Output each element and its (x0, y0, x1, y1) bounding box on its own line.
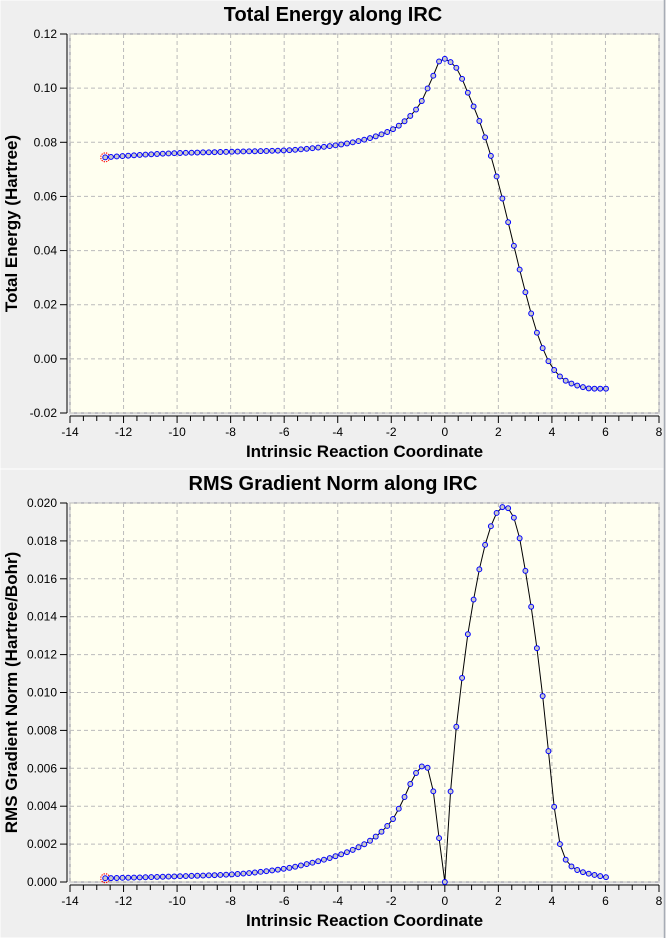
svg-text:8: 8 (656, 894, 663, 908)
svg-text:Intrinsic Reaction Coordinate: Intrinsic Reaction Coordinate (246, 442, 483, 461)
svg-text:-0.02: -0.02 (30, 406, 58, 420)
svg-text:-6: -6 (279, 894, 290, 908)
svg-text:0.02: 0.02 (34, 298, 58, 312)
svg-text:6: 6 (602, 425, 609, 439)
svg-text:0.12: 0.12 (34, 27, 58, 41)
svg-text:-2: -2 (386, 425, 397, 439)
svg-text:2: 2 (495, 894, 502, 908)
svg-text:Total Energy (Hartree): Total Energy (Hartree) (2, 135, 21, 312)
svg-text:-8: -8 (225, 894, 236, 908)
svg-text:4: 4 (549, 894, 556, 908)
svg-text:2: 2 (495, 425, 502, 439)
svg-text:0.10: 0.10 (34, 81, 58, 95)
svg-text:0.008: 0.008 (27, 723, 57, 737)
svg-text:0: 0 (441, 425, 448, 439)
svg-text:-6: -6 (279, 425, 290, 439)
svg-text:0.016: 0.016 (27, 572, 57, 586)
svg-text:0.002: 0.002 (27, 837, 57, 851)
svg-text:0.06: 0.06 (34, 189, 58, 203)
svg-text:Total Energy along IRC: Total Energy along IRC (224, 4, 443, 26)
svg-text:-14: -14 (61, 894, 79, 908)
svg-text:0.006: 0.006 (27, 761, 57, 775)
svg-text:-14: -14 (61, 425, 79, 439)
svg-text:0.004: 0.004 (27, 799, 57, 813)
svg-text:8: 8 (656, 425, 663, 439)
svg-text:4: 4 (549, 425, 556, 439)
svg-text:0.012: 0.012 (27, 648, 57, 662)
svg-text:RMS Gradient Norm along IRC: RMS Gradient Norm along IRC (189, 473, 478, 495)
svg-text:-2: -2 (386, 894, 397, 908)
svg-text:0.08: 0.08 (34, 135, 58, 149)
svg-text:0.014: 0.014 (27, 610, 57, 624)
svg-text:0.018: 0.018 (27, 534, 57, 548)
svg-text:0.00: 0.00 (34, 352, 58, 366)
svg-text:RMS Gradient Norm (Hartree/Boh: RMS Gradient Norm (Hartree/Bohr) (2, 552, 21, 833)
svg-text:6: 6 (602, 894, 609, 908)
svg-text:0.04: 0.04 (34, 244, 58, 258)
svg-text:0.010: 0.010 (27, 686, 57, 700)
svg-text:-4: -4 (332, 894, 343, 908)
svg-text:0.000: 0.000 (27, 875, 57, 889)
svg-text:-4: -4 (332, 425, 343, 439)
svg-text:0.020: 0.020 (27, 496, 57, 510)
svg-text:Intrinsic Reaction Coordinate: Intrinsic Reaction Coordinate (246, 911, 483, 930)
svg-text:-10: -10 (168, 894, 186, 908)
svg-text:-8: -8 (225, 425, 236, 439)
svg-text:-12: -12 (115, 894, 133, 908)
svg-text:0: 0 (441, 894, 448, 908)
svg-text:-12: -12 (115, 425, 133, 439)
svg-text:-10: -10 (168, 425, 186, 439)
